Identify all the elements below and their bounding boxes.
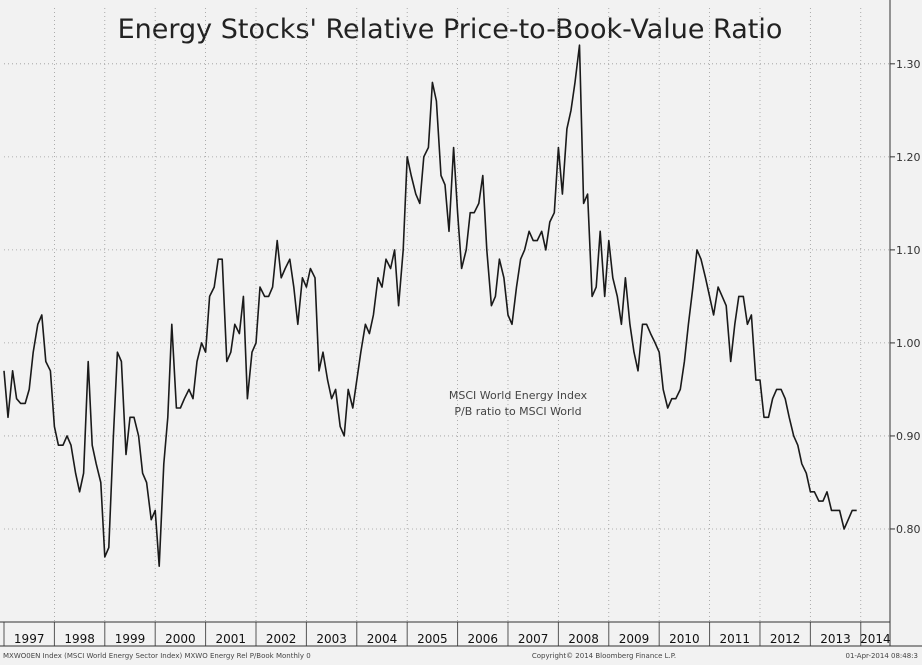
x-tick-label: 1998 bbox=[64, 632, 95, 646]
chart-title: Energy Stocks' Relative Price-to-Book-Va… bbox=[118, 14, 783, 45]
y-tick-label: 0.80 bbox=[896, 523, 921, 536]
x-tick-label: 2011 bbox=[720, 632, 751, 646]
x-tick-label: 2010 bbox=[669, 632, 700, 646]
x-tick-label: 2014 bbox=[860, 632, 891, 646]
x-tick-label: 2009 bbox=[619, 632, 650, 646]
annotation: MSCI World Energy Index P/B ratio to MSC… bbox=[449, 389, 588, 418]
x-tick-label: 2008 bbox=[568, 632, 599, 646]
y-tick-label: 1.10 bbox=[896, 244, 921, 257]
x-tick-label: 2007 bbox=[518, 632, 549, 646]
x-tick-label: 2012 bbox=[770, 632, 801, 646]
x-tick-label: 2001 bbox=[216, 632, 247, 646]
footer: MXWO0EN Index (MSCI World Energy Sector … bbox=[3, 652, 918, 660]
x-tick-label: 1999 bbox=[115, 632, 146, 646]
x-tick-label: 2000 bbox=[165, 632, 196, 646]
x-tick-label: 2006 bbox=[468, 632, 499, 646]
x-tick-label: 2002 bbox=[266, 632, 297, 646]
y-tick-label: 1.30 bbox=[896, 58, 921, 71]
series bbox=[3, 44, 857, 567]
series-line bbox=[3, 44, 857, 567]
footer-copyright: Copyright© 2014 Bloomberg Finance L.P. bbox=[532, 652, 676, 660]
y-tick-label: 0.90 bbox=[896, 430, 921, 443]
x-tick-label: 2013 bbox=[820, 632, 851, 646]
annotation-line-1: MSCI World Energy Index bbox=[449, 389, 588, 402]
x-tick-label: 2004 bbox=[367, 632, 398, 646]
y-tick-label: 1.20 bbox=[896, 151, 921, 164]
x-tick-label: 2003 bbox=[316, 632, 347, 646]
axes: 1.30 1.20 1.10 1.00 0.90 0.80 1997 1998 1999 2000… bbox=[0, 0, 922, 647]
footer-source: MXWO0EN Index (MSCI World Energy Sector … bbox=[3, 652, 311, 660]
y-tick-label: 1.00 bbox=[896, 337, 921, 350]
footer-timestamp: 01-Apr-2014 08:48:3 bbox=[846, 652, 919, 660]
x-tick-label: 1997 bbox=[14, 632, 45, 646]
x-tick-label: 2005 bbox=[417, 632, 448, 646]
annotation-line-2: P/B ratio to MSCI World bbox=[454, 405, 581, 418]
